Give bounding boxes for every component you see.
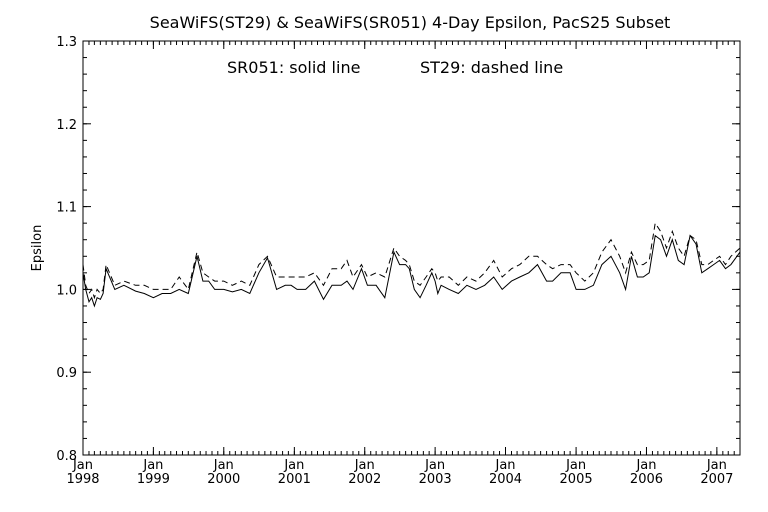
y-tick-label: 1.3	[56, 35, 77, 50]
chart-title: SeaWiFS(ST29) & SeaWiFS(SR051) 4-Day Eps…	[150, 13, 671, 32]
annotation-dashed: ST29: dashed line	[420, 58, 563, 77]
x-tick-month: Jan	[354, 458, 375, 473]
x-ticks: Jan1998Jan1999Jan2000Jan2001Jan2002Jan20…	[66, 41, 741, 487]
x-tick-year: 2000	[207, 472, 240, 487]
x-tick-month: Jan	[635, 458, 656, 473]
x-tick-month: Jan	[142, 458, 163, 473]
x-tick-month: Jan	[424, 458, 445, 473]
y-tick-label: 1.1	[56, 201, 77, 216]
x-tick-year: 2003	[419, 472, 452, 487]
y-tick-label: 0.8	[56, 449, 77, 464]
y-tick-label: 1.0	[56, 283, 77, 298]
y-tick-label: 0.9	[56, 366, 77, 381]
plot-frame	[82, 40, 741, 456]
series-group	[82, 221, 741, 308]
x-tick-month: Jan	[213, 458, 234, 473]
x-tick-month: Jan	[706, 458, 727, 473]
y-tick-label: 1.2	[56, 118, 77, 133]
x-tick-month: Jan	[283, 458, 304, 473]
x-tick-year: 1999	[137, 472, 170, 487]
x-tick-year: 2005	[560, 472, 593, 487]
x-tick-year: 2007	[700, 472, 733, 487]
x-tick-month: Jan	[565, 458, 586, 473]
annotation-solid: SR051: solid line	[227, 58, 360, 77]
x-tick-year: 2006	[630, 472, 663, 487]
y-axis-label: Epsilon	[30, 225, 45, 272]
series-line-sr051	[82, 234, 741, 308]
y-ticks: 0.8 0.9 1.0 1.1 1.2 1.3	[56, 35, 740, 464]
x-tick-month: Jan	[72, 458, 93, 473]
x-tick-year: 2002	[348, 472, 381, 487]
x-tick-month: Jan	[494, 458, 515, 473]
series-line-st29	[82, 221, 741, 300]
x-tick-year: 2001	[278, 472, 311, 487]
x-tick-year: 1998	[66, 472, 99, 487]
x-tick-year: 2004	[489, 472, 522, 487]
